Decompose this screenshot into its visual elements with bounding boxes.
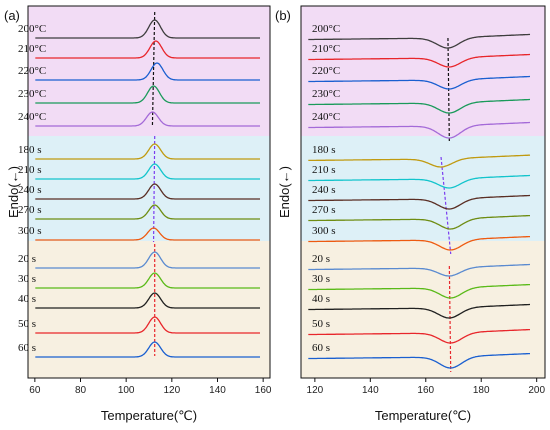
curve-label: 200°C	[18, 23, 46, 35]
x-tick-label: 160	[255, 385, 272, 396]
x-tick-label: 60	[29, 385, 41, 396]
curve-230-c	[35, 85, 260, 104]
panel-a: 200°C 210°C 220°C 230°C 240°C 180 s 210 s 240 s…	[4, 5, 272, 423]
curve-270-s	[35, 204, 260, 220]
peak-guide-temp	[151, 11, 156, 127]
curve-40-s	[308, 303, 530, 319]
curve-label: 270 s	[18, 204, 42, 216]
curve-label: 20 s	[18, 253, 36, 265]
peak-guide-temp	[447, 37, 450, 143]
curve-30-s	[35, 272, 260, 289]
curve-label: 300 s	[312, 225, 336, 237]
curve-label: 210°C	[312, 43, 340, 55]
curve-240-c	[35, 111, 260, 127]
curve-label: 20 s	[312, 253, 330, 265]
band-temp	[301, 6, 545, 136]
band-time	[301, 136, 545, 241]
curve-210-s	[308, 174, 530, 189]
curve-label: 240°C	[18, 111, 46, 123]
curve-270-s	[308, 214, 530, 230]
curve-label: 230°C	[312, 88, 340, 100]
curve-40-s	[35, 292, 260, 309]
curve-20-s	[35, 251, 260, 269]
x-axis-title: Temperature(℃)	[101, 408, 197, 423]
curve-label: 210°C	[18, 43, 46, 55]
curve-label: 240°C	[312, 111, 340, 123]
panel-label: (b)	[275, 8, 291, 23]
curve-60-s	[35, 341, 260, 358]
curve-300-s	[308, 235, 530, 251]
curve-label: 240 s	[312, 184, 336, 196]
curve-label: 40 s	[18, 293, 36, 305]
curve-label: 200°C	[312, 23, 340, 35]
curve-label: 180 s	[312, 144, 336, 156]
peak-guide-time	[440, 156, 452, 255]
y-axis-title: Endo(←)	[6, 166, 21, 218]
curve-label: 60 s	[312, 342, 330, 354]
curve-label: 180 s	[18, 144, 42, 156]
curve-200-c	[35, 19, 260, 39]
curve-label: 220°C	[312, 65, 340, 77]
curve-220-c	[35, 62, 260, 81]
x-tick-label: 100	[118, 385, 135, 396]
y-axis-title: Endo(←)	[277, 166, 292, 218]
plot-frame	[300, 5, 546, 379]
peak-guide-speed	[448, 265, 452, 373]
curve-60-s	[308, 352, 530, 369]
curve-label: 40 s	[312, 293, 330, 305]
curve-240-c	[308, 121, 530, 139]
curve-300-s	[35, 227, 260, 241]
curve-200-c	[308, 33, 531, 49]
curve-50-s	[308, 328, 530, 344]
curve-230-c	[308, 98, 530, 114]
curve-180-s	[308, 154, 531, 168]
band-speed	[28, 241, 270, 378]
plot-frame	[27, 5, 271, 379]
curve-50-s	[35, 316, 260, 334]
curve-210-c	[308, 53, 530, 68]
curve-label: 50 s	[312, 318, 330, 330]
panel-label: (a)	[4, 8, 20, 23]
curve-label: 50 s	[18, 318, 36, 330]
x-tick-label: 120	[307, 385, 324, 396]
curve-label: 30 s	[312, 273, 330, 285]
curve-240-s	[308, 194, 530, 210]
curve-label: 30 s	[18, 273, 36, 285]
x-tick-label: 160	[417, 385, 434, 396]
x-axis-title: Temperature(℃)	[375, 408, 471, 423]
x-tick-label: 140	[209, 385, 226, 396]
curve-30-s	[308, 283, 530, 299]
curve-label: 300 s	[18, 225, 42, 237]
curve-label: 210 s	[18, 164, 42, 176]
curve-180-s	[35, 143, 260, 160]
curve-210-s	[35, 163, 260, 180]
x-tick-label: 140	[362, 385, 379, 396]
panel-b: 200°C 210°C 220°C 230°C 240°C 180 s 210 s 240 s…	[275, 5, 546, 423]
x-tick-label: 120	[163, 385, 180, 396]
curve-240-s	[35, 183, 260, 200]
curve-label: 270 s	[312, 204, 336, 216]
x-tick-label: 200	[528, 385, 545, 396]
curve-210-c	[35, 40, 260, 59]
curve-label: 230°C	[18, 88, 46, 100]
curve-label: 220°C	[18, 65, 46, 77]
peak-guide-time	[152, 135, 156, 243]
curve-20-s	[308, 263, 530, 277]
curve-220-c	[308, 75, 530, 90]
curve-label: 240 s	[18, 184, 42, 196]
x-tick-label: 180	[473, 385, 490, 396]
curve-label: 60 s	[18, 342, 36, 354]
x-tick-label: 80	[75, 385, 87, 396]
curve-label: 210 s	[312, 164, 336, 176]
